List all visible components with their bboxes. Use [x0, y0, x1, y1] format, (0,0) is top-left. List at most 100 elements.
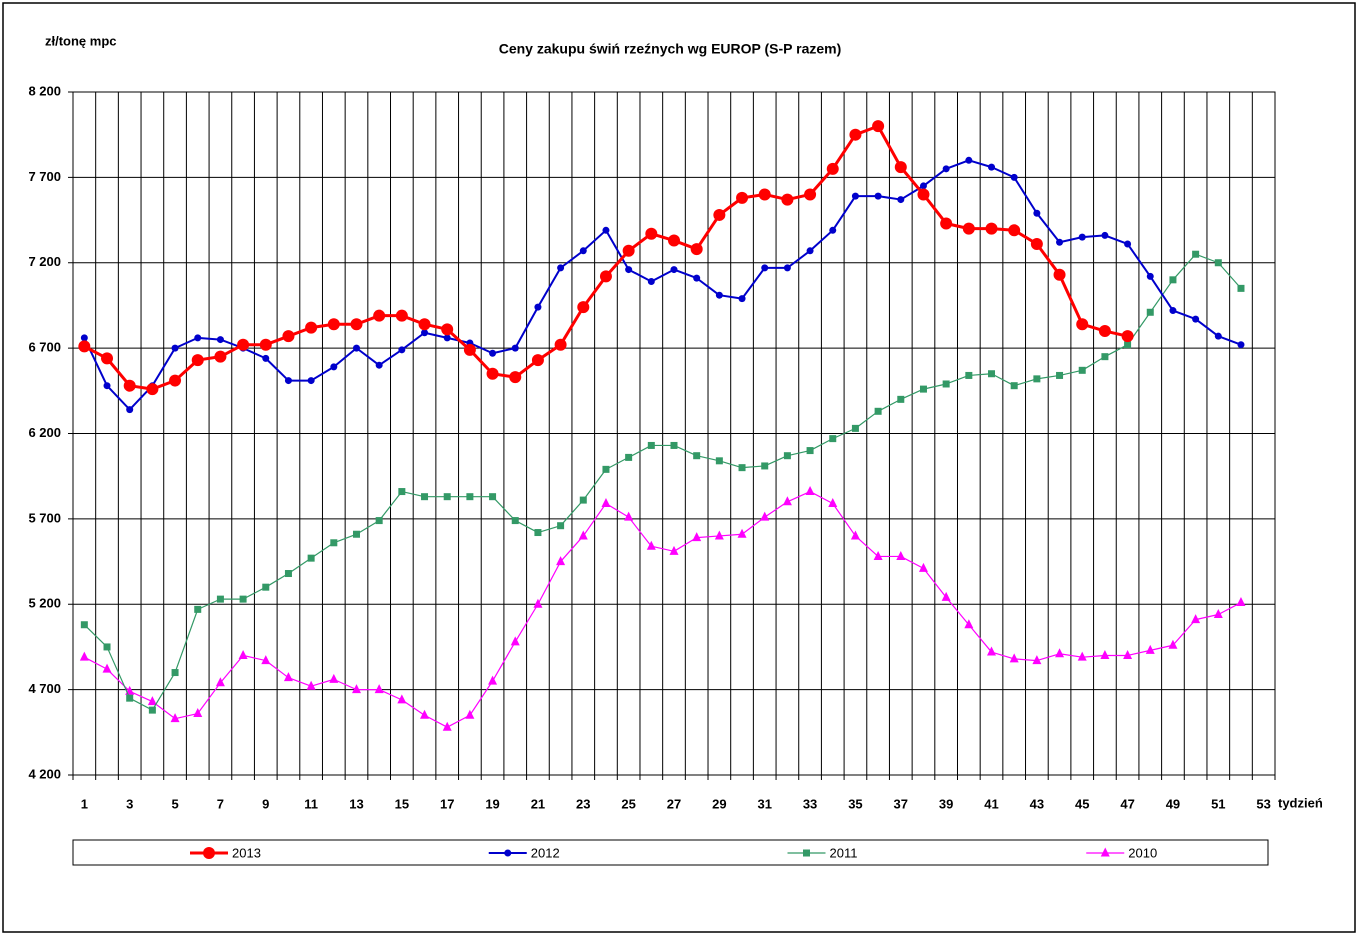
marker: [1008, 224, 1021, 237]
y-tick-label: 6 700: [28, 340, 61, 355]
marker: [646, 540, 656, 550]
marker: [690, 243, 703, 256]
marker: [1056, 371, 1064, 379]
marker: [1078, 233, 1086, 241]
marker: [670, 441, 678, 449]
marker: [1237, 341, 1245, 349]
marker: [1237, 284, 1245, 292]
marker: [897, 395, 905, 403]
marker: [169, 374, 182, 387]
marker: [554, 338, 567, 351]
marker: [962, 222, 975, 235]
marker: [1214, 259, 1222, 267]
y-tick-label: 8 200: [28, 83, 61, 98]
marker: [1123, 649, 1133, 659]
marker: [171, 669, 179, 677]
marker: [421, 329, 429, 337]
marker: [215, 677, 225, 687]
marker: [203, 847, 215, 859]
marker: [918, 562, 928, 572]
marker: [375, 517, 383, 525]
marker: [398, 488, 406, 496]
marker: [80, 621, 88, 629]
marker: [1121, 330, 1134, 343]
marker: [647, 441, 655, 449]
marker: [942, 380, 950, 388]
marker: [965, 156, 973, 164]
marker: [1100, 847, 1110, 857]
marker: [647, 278, 655, 286]
marker: [919, 385, 927, 393]
marker: [307, 377, 315, 385]
marker: [531, 354, 544, 367]
y-tick-label: 7 700: [28, 169, 61, 184]
marker: [1145, 644, 1155, 654]
marker: [1146, 308, 1154, 316]
marker: [330, 539, 338, 547]
x-tick-label: 43: [1030, 796, 1044, 811]
marker: [668, 234, 680, 247]
marker: [1098, 325, 1111, 338]
marker: [1124, 341, 1132, 349]
marker: [397, 694, 407, 704]
marker: [216, 336, 224, 344]
marker: [194, 334, 202, 342]
x-tick-label: 35: [848, 796, 862, 811]
marker: [761, 264, 769, 272]
marker: [352, 344, 360, 352]
marker: [625, 266, 633, 274]
marker: [987, 646, 997, 656]
marker: [510, 636, 520, 646]
marker: [193, 708, 203, 718]
x-tick-label: 33: [803, 796, 817, 811]
marker: [489, 349, 497, 357]
marker: [669, 545, 679, 555]
marker: [988, 370, 996, 378]
marker: [783, 264, 791, 272]
marker: [894, 161, 907, 174]
marker: [896, 550, 906, 560]
marker: [693, 452, 701, 460]
series-line: [84, 490, 1242, 728]
marker: [738, 295, 746, 303]
marker: [1169, 276, 1177, 284]
x-tick-label: 27: [667, 796, 681, 811]
x-tick-label: 17: [440, 796, 454, 811]
marker: [1053, 268, 1066, 281]
marker: [715, 457, 723, 465]
legend-label: 2010: [1128, 845, 1157, 860]
marker: [1213, 608, 1223, 618]
legend-label: 2013: [232, 845, 261, 860]
marker: [465, 709, 475, 719]
marker: [1191, 614, 1201, 624]
marker: [259, 338, 272, 351]
marker: [781, 193, 794, 206]
y-tick-label: 5 700: [28, 510, 61, 525]
x-tick-label: 37: [894, 796, 908, 811]
y-tick-label: 4 200: [28, 766, 61, 781]
marker: [171, 344, 179, 352]
marker: [760, 511, 770, 521]
marker: [940, 217, 953, 230]
marker: [692, 532, 702, 542]
chart-title: Ceny zakupu świń rzeźnych wg EUROP (S-P …: [499, 41, 842, 57]
x-tick-label: 25: [621, 796, 635, 811]
marker: [829, 435, 837, 443]
marker: [330, 363, 338, 371]
marker: [579, 496, 587, 504]
x-tick-label: 47: [1120, 796, 1134, 811]
marker: [988, 163, 996, 171]
x-tick-label: 41: [984, 796, 998, 811]
marker: [919, 182, 927, 190]
marker: [1146, 272, 1154, 280]
marker: [466, 493, 474, 501]
marker: [849, 128, 862, 141]
legend-box: [72, 839, 1269, 866]
marker: [873, 550, 883, 560]
marker: [306, 680, 316, 690]
y-tick-label: 5 200: [28, 596, 61, 611]
marker: [1168, 639, 1178, 649]
marker: [375, 361, 383, 369]
marker: [329, 673, 339, 683]
